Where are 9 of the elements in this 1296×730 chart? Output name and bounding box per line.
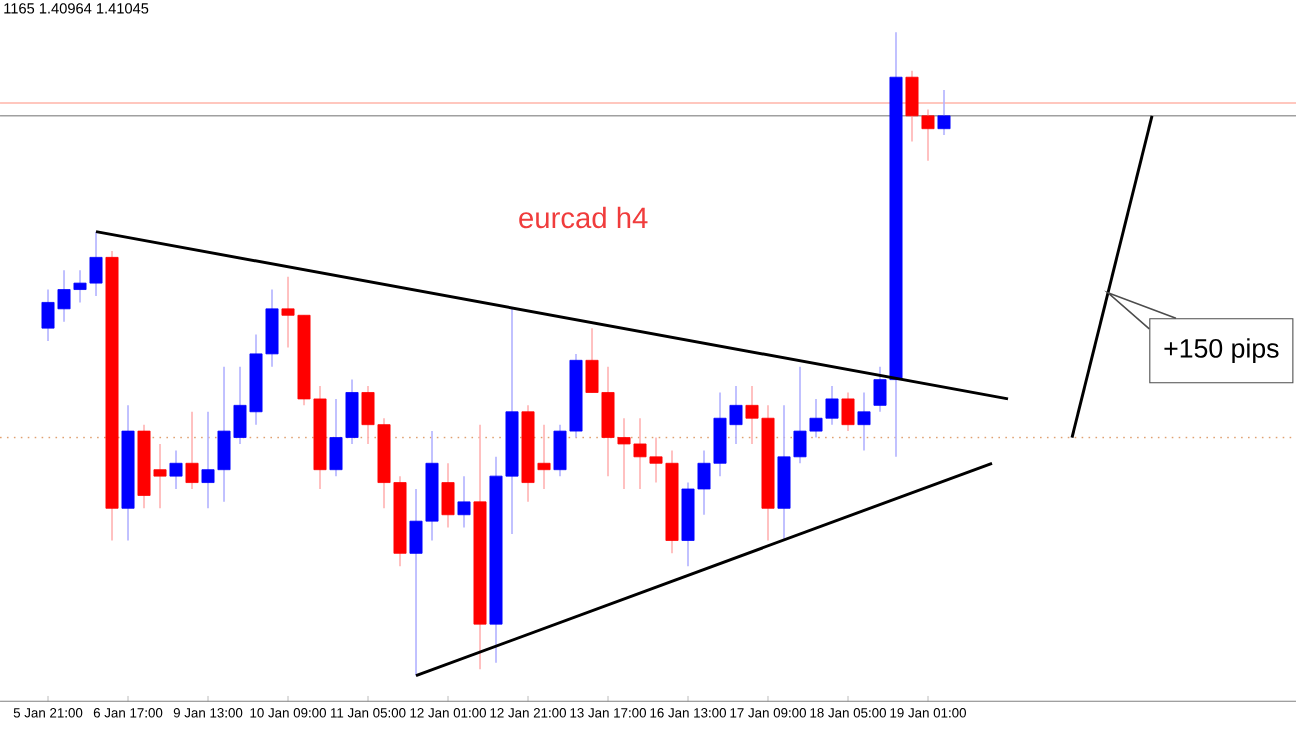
text: eurcad h4 — [519, 206, 648, 229]
candlestick — [457, 475, 471, 529]
annotation: +150 pips — [1164, 338, 1279, 364]
candlestick — [185, 410, 199, 490]
candlestick — [857, 391, 871, 452]
candlestick — [169, 449, 183, 490]
candlestick — [937, 89, 951, 136]
candlestick — [441, 462, 455, 529]
candlestick — [841, 391, 855, 432]
